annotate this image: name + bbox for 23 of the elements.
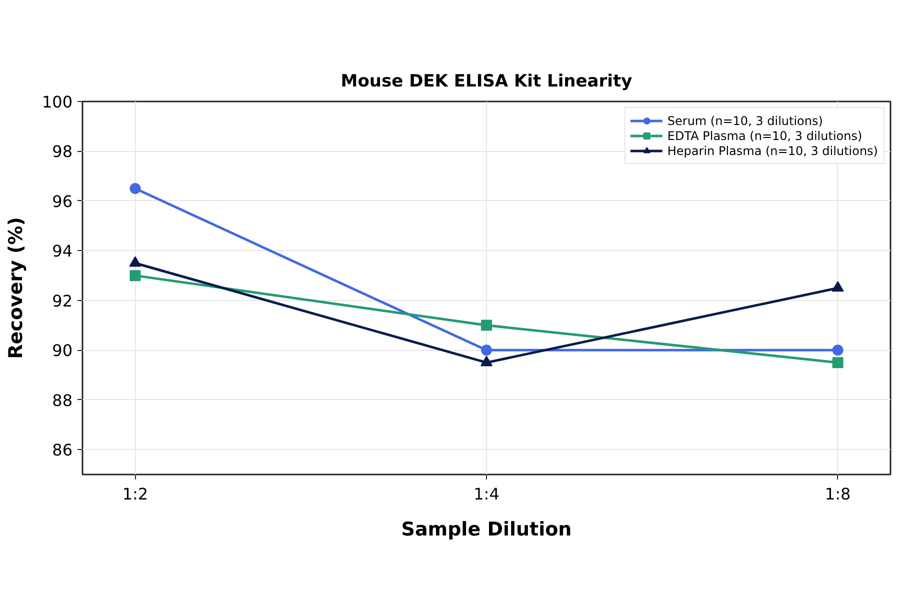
x-axis-title: Sample Dilution: [401, 518, 572, 540]
x-tick-label: 1:2: [122, 484, 148, 504]
y-axis-title: Recovery (%): [4, 217, 27, 359]
y-tick-label: 98: [52, 142, 72, 162]
y-tick-label: 90: [52, 341, 72, 360]
legend-label: EDTA Plasma (n=10, 3 dilutions): [667, 128, 862, 143]
y-tick-label: 96: [52, 192, 72, 211]
point: [832, 357, 844, 368]
y-tick-label: 94: [52, 242, 72, 261]
point: [481, 320, 492, 331]
chart-title: Mouse DEK ELISA Kit Linearity: [340, 72, 632, 92]
point: [481, 344, 492, 356]
legend-label: Serum (n=10, 3 dilutions): [667, 113, 823, 128]
point: [130, 183, 141, 194]
y-tick-label: 100: [42, 92, 73, 112]
y-tick-label: 88: [52, 390, 72, 410]
point: [832, 344, 844, 356]
x-tick-label: 1:8: [824, 484, 851, 504]
y-tick-label: 92: [52, 291, 72, 310]
y-tick-label: 86: [52, 440, 72, 460]
x-tick-label: 1:4: [474, 484, 500, 504]
point: [130, 270, 141, 282]
legend-label: Heparin Plasma (n=10, 3 dilutions): [667, 143, 878, 158]
